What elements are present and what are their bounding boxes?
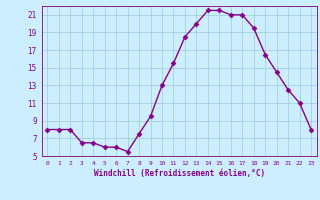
X-axis label: Windchill (Refroidissement éolien,°C): Windchill (Refroidissement éolien,°C) <box>94 169 265 178</box>
